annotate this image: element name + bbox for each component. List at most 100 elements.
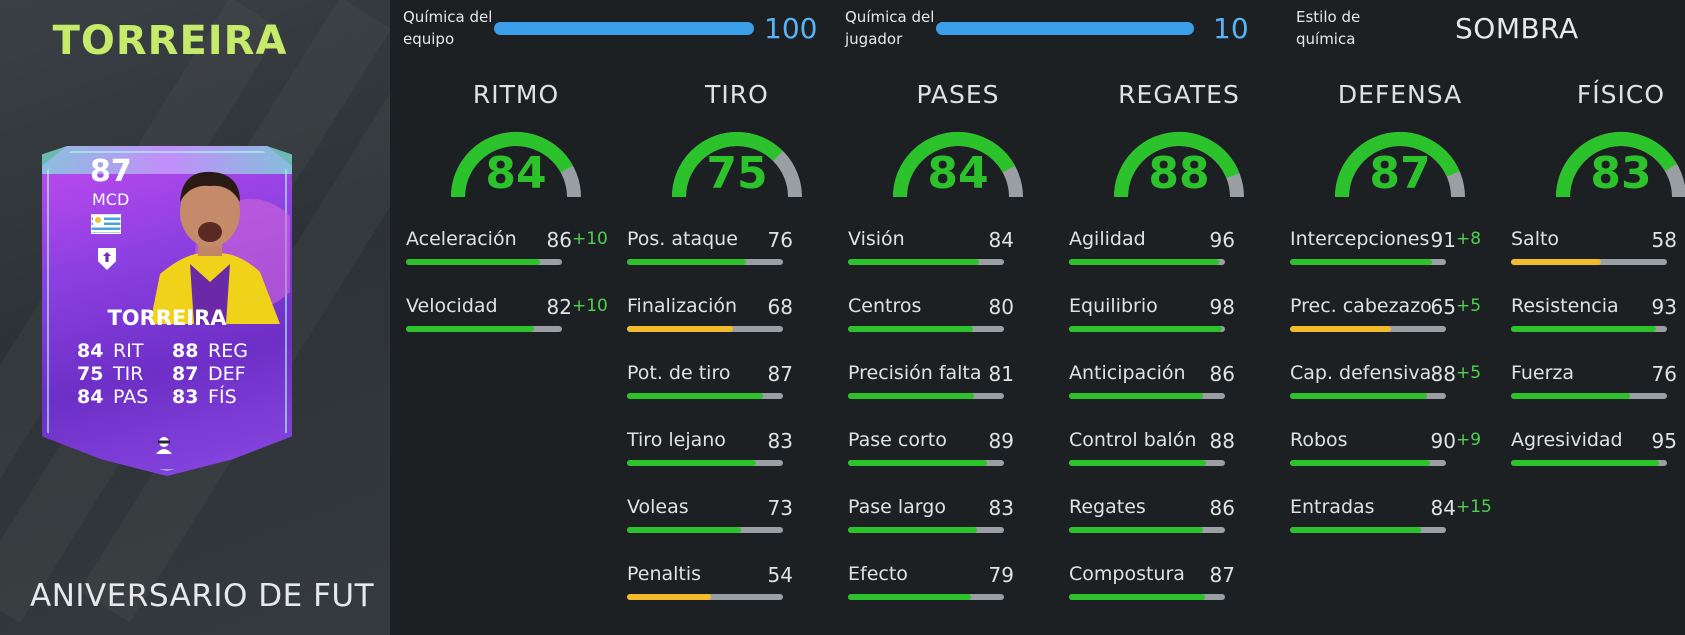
category-gauge: [1335, 132, 1465, 198]
attribute-bar: [1290, 460, 1446, 466]
attribute-anticipacion: Anticipación 86: [1069, 362, 1289, 402]
attribute-bar-fill: [627, 259, 746, 265]
attribute-value: 88: [1430, 362, 1456, 386]
attribute-value: 96: [1209, 228, 1235, 252]
stat-column-defensa: DEFENSA 87 Intercepciones 91 +8 Prec. cabezaz…: [1290, 0, 1510, 635]
attribute-value: 58: [1651, 228, 1677, 252]
attribute-bar-fill: [1511, 460, 1660, 466]
attribute-name: Robos: [1290, 429, 1348, 451]
attribute-bar-fill: [1069, 259, 1219, 265]
attribute-bar: [627, 326, 783, 332]
attribute-value: 81: [988, 362, 1014, 386]
attribute-name: Precisión falta: [848, 362, 982, 384]
attribute-name: Efecto: [848, 563, 908, 585]
attribute-aceleracion: Aceleración 86 +10: [406, 228, 626, 268]
attribute-value: 84: [988, 228, 1014, 252]
uruguay-flag-icon: [91, 214, 121, 234]
attribute-bonus: +15: [1456, 497, 1492, 517]
attribute-name: Fuerza: [1511, 362, 1575, 384]
attribute-bar: [627, 460, 783, 466]
attribute-value: 89: [988, 429, 1014, 453]
attribute-bar-fill: [406, 259, 541, 265]
card-stat: 75 TIR: [77, 363, 144, 385]
attribute-name: Intercepciones: [1290, 228, 1430, 250]
gauge-fill: [893, 132, 1015, 198]
attribute-name: Prec. cabezazo: [1290, 295, 1432, 317]
attribute-name: Finalización: [627, 295, 738, 317]
attribute-value: 98: [1209, 295, 1235, 319]
gauge-fill: [1556, 132, 1677, 198]
attribute-name: Regates: [1069, 496, 1146, 518]
card-top-glow: [42, 146, 292, 174]
attribute-bar: [1069, 326, 1225, 332]
gauge-fill: [1114, 132, 1240, 198]
attribute-name: Control balón: [1069, 429, 1197, 451]
attribute-bar-fill: [848, 326, 973, 332]
attribute-bonus: +8: [1456, 229, 1482, 249]
attribute-bar-fill: [1290, 460, 1431, 466]
attribute-agilidad: Agilidad 96: [1069, 228, 1289, 268]
attribute-value: 83: [767, 429, 793, 453]
attribute-bonus: +5: [1456, 296, 1482, 316]
attribute-vision: Visión 84: [848, 228, 1068, 268]
attribute-bar: [627, 527, 783, 533]
card-position: MCD: [92, 190, 130, 209]
category-value: 84: [485, 148, 547, 199]
attribute-name: Aceleración: [406, 228, 517, 250]
attribute-name: Salto: [1511, 228, 1560, 250]
attribute-bar-fill: [1069, 326, 1222, 332]
attribute-bar-fill: [1511, 326, 1657, 332]
attribute-name: Visión: [848, 228, 905, 250]
attribute-bar: [627, 594, 783, 600]
chem-style-value: SOMBRA: [1455, 12, 1579, 45]
category-value: 83: [1590, 148, 1652, 199]
attribute-bar-fill: [1290, 326, 1392, 332]
attribute-value: 73: [767, 496, 793, 520]
stat-column-ritmo: RITMO 84 Aceleración 86 +10 Velocidad 82 +10: [406, 0, 626, 635]
attribute-name: Penaltis: [627, 563, 702, 585]
attribute-bar: [848, 594, 1004, 600]
attribute-name: Compostura: [1069, 563, 1185, 585]
attribute-bar-fill: [627, 527, 741, 533]
attribute-value: 86: [1209, 496, 1235, 520]
attribute-value: 87: [1209, 563, 1235, 587]
attribute-value: 84: [1430, 496, 1456, 520]
attribute-value: 76: [767, 228, 793, 252]
attribute-bar-fill: [1290, 259, 1432, 265]
attribute-bar-fill: [848, 527, 978, 533]
stat-column-regates: REGATES 88 Agilidad 96 Equilibrio 98 Anticipac…: [1069, 0, 1289, 635]
fiorentina-badge-icon: [98, 248, 116, 270]
attribute-bar: [1069, 259, 1225, 265]
attribute-bar-fill: [1069, 594, 1205, 600]
attribute-value: 87: [767, 362, 793, 386]
attribute-value: 68: [767, 295, 793, 319]
player-chemistry-label: Química del jugador: [845, 8, 935, 48]
category-title: RITMO: [472, 80, 560, 109]
attribute-bar-fill: [1069, 393, 1204, 399]
category-value: 88: [1148, 148, 1210, 199]
attribute-value: 83: [988, 496, 1014, 520]
card-rating: 87: [90, 154, 132, 189]
attribute-bar-fill: [1290, 527, 1422, 533]
attribute-bar-fill: [848, 460, 987, 466]
attribute-finalizacion: Finalización 68: [627, 295, 847, 335]
attribute-bar-fill: [848, 594, 972, 600]
attribute-bar-fill: [406, 326, 534, 332]
attribute-penaltis: Penaltis 54: [627, 563, 847, 603]
attribute-bonus: +10: [572, 296, 608, 316]
attribute-value: 76: [1651, 362, 1677, 386]
player-card[interactable]: 87 MCD TORREIRA 84 RIT 88 REG 75 TIR 87 …: [42, 146, 292, 476]
attribute-value: 79: [988, 563, 1014, 587]
gauge-fill: [451, 132, 573, 198]
category-title: DEFENSA: [1337, 80, 1463, 109]
attribute-bar: [1511, 393, 1667, 399]
attribute-bar-fill: [1290, 393, 1428, 399]
category-value: 87: [1369, 148, 1431, 199]
attribute-entradas: Entradas 84 +15: [1290, 496, 1510, 536]
stat-column-pases: PASES 84 Visión 84 Centros 80 Precisión falta 8…: [848, 0, 1068, 635]
attribute-bonus: +10: [572, 229, 608, 249]
card-type-label: ANIVERSARIO DE FUT: [30, 578, 375, 614]
card-stat: 83 FÍS: [172, 386, 237, 408]
attribute-value: 86: [1209, 362, 1235, 386]
stat-column-fisico: FÍSICO 83 Salto 58 Resistencia 93 Fuerza 76 Agre…: [1511, 0, 1685, 635]
